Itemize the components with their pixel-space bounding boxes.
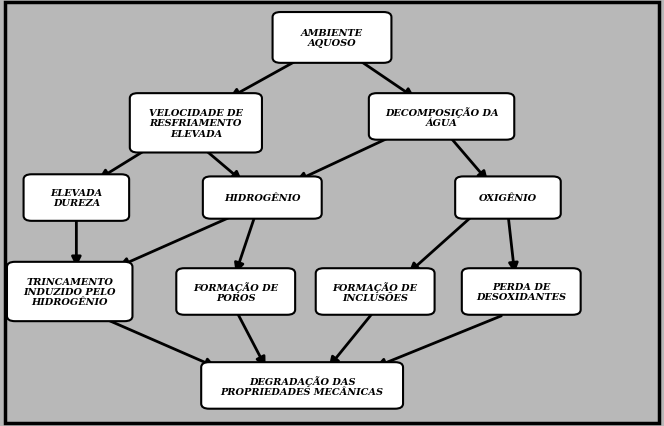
Text: DEGRADAÇÃO DAS
PROPRIEDADES MECÂNICAS: DEGRADAÇÃO DAS PROPRIEDADES MECÂNICAS bbox=[220, 375, 384, 396]
FancyBboxPatch shape bbox=[24, 175, 129, 222]
FancyBboxPatch shape bbox=[201, 362, 403, 409]
Text: ELEVADA
DUREZA: ELEVADA DUREZA bbox=[50, 188, 102, 208]
Text: DECOMPOSIÇÃO DA
ÁGUA: DECOMPOSIÇÃO DA ÁGUA bbox=[384, 106, 499, 128]
FancyBboxPatch shape bbox=[272, 13, 391, 63]
FancyBboxPatch shape bbox=[7, 262, 132, 321]
Text: OXIGÊNIO: OXIGÊNIO bbox=[479, 193, 537, 203]
FancyBboxPatch shape bbox=[203, 177, 321, 219]
FancyBboxPatch shape bbox=[129, 94, 262, 153]
FancyBboxPatch shape bbox=[176, 268, 295, 315]
Text: AMBIENTE
AQUOSO: AMBIENTE AQUOSO bbox=[301, 29, 363, 48]
Text: FORMAÇÃO DE
INCLUSÕES: FORMAÇÃO DE INCLUSÕES bbox=[333, 281, 418, 302]
FancyBboxPatch shape bbox=[461, 268, 580, 315]
Text: HIDROGÊNIO: HIDROGÊNIO bbox=[224, 193, 301, 203]
FancyBboxPatch shape bbox=[369, 94, 514, 141]
Text: PERDA DE
DESOXIDANTES: PERDA DE DESOXIDANTES bbox=[476, 282, 566, 302]
Text: FORMAÇÃO DE
POROS: FORMAÇÃO DE POROS bbox=[193, 281, 278, 302]
Text: VELOCIDADE DE
RESFRIAMENTO
ELEVADA: VELOCIDADE DE RESFRIAMENTO ELEVADA bbox=[149, 109, 243, 138]
FancyBboxPatch shape bbox=[455, 177, 560, 219]
FancyBboxPatch shape bbox=[5, 3, 659, 423]
Text: TRINCAMENTO
INDUZIDO PELO
HIDROGÊNIO: TRINCAMENTO INDUZIDO PELO HIDROGÊNIO bbox=[23, 277, 116, 307]
FancyBboxPatch shape bbox=[315, 268, 434, 315]
